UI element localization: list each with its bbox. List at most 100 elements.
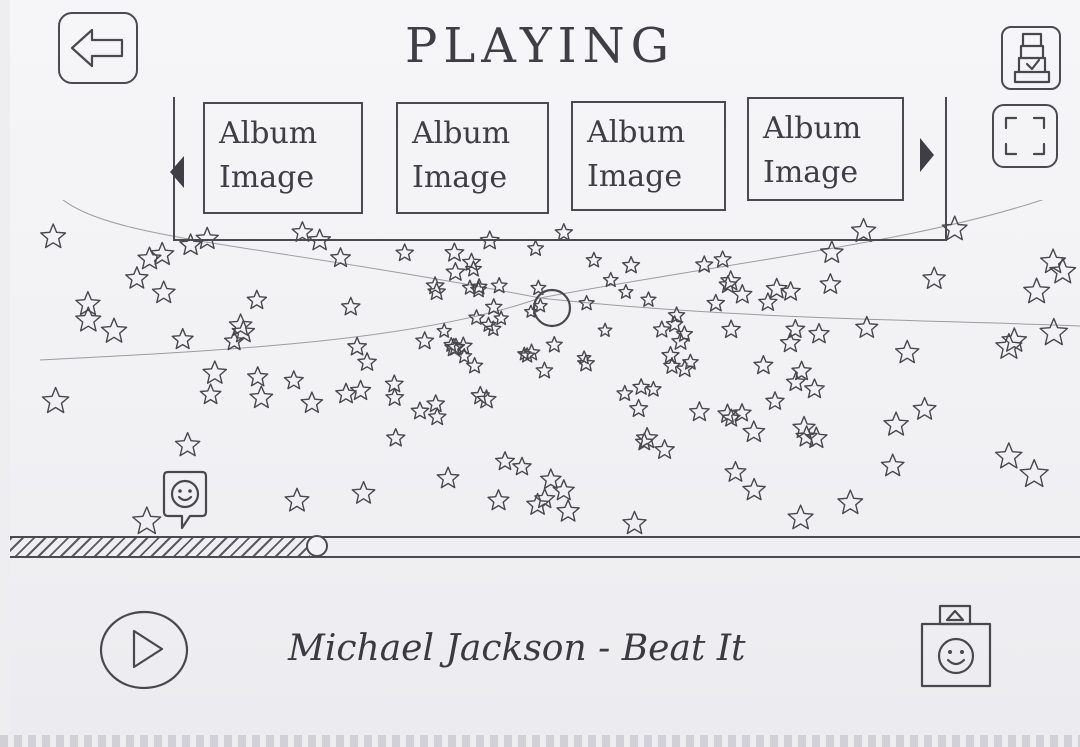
star-doodle — [468, 309, 485, 325]
star-doodle — [519, 347, 536, 363]
arrow-left-icon — [70, 28, 124, 68]
playlist-icon — [1013, 32, 1051, 84]
star-doodle — [524, 304, 538, 318]
album-card-4[interactable]: Album Image — [747, 97, 904, 201]
now-playing-title: Michael Jackson - Beat It — [288, 628, 746, 669]
album-card-2[interactable]: Album Image — [396, 102, 549, 214]
star-doodle — [395, 243, 415, 262]
star-doodle — [688, 401, 710, 422]
star-doodle — [720, 270, 742, 291]
progress-track[interactable] — [10, 535, 1080, 558]
star-doodle — [629, 398, 649, 418]
queue-button[interactable] — [1001, 26, 1061, 90]
mood-card[interactable] — [916, 600, 996, 690]
star-doodle — [415, 331, 435, 350]
star-doodle — [385, 387, 405, 407]
star-doodle — [485, 298, 503, 315]
star-doodle — [427, 407, 447, 426]
back-button[interactable] — [58, 12, 138, 84]
chevron-left-icon[interactable] — [166, 152, 188, 192]
star-doodle — [713, 250, 732, 268]
album-card-1[interactable]: Album Image — [203, 102, 363, 214]
star-doodle — [425, 276, 445, 295]
eject-icon — [938, 604, 972, 626]
star-doodle — [808, 322, 830, 344]
star-doodle — [445, 262, 466, 281]
star-doodle — [330, 247, 351, 268]
star-doodle — [132, 506, 162, 535]
star-doodle — [283, 370, 304, 390]
star-doodle — [386, 427, 406, 447]
sketch-paper — [10, 0, 1080, 735]
star-doodle — [634, 432, 654, 451]
play-button[interactable] — [98, 609, 190, 691]
star-doodle — [753, 354, 774, 375]
star-doodle — [602, 271, 619, 288]
star-doodle — [792, 415, 816, 439]
star-doodle — [765, 391, 785, 410]
star-doodle — [476, 389, 497, 409]
smiley-card-icon — [937, 637, 975, 675]
star-doodle — [616, 384, 634, 402]
star-doodle — [780, 281, 801, 301]
album-label-line1: Album — [219, 116, 318, 151]
star-doodle — [718, 275, 738, 294]
chevron-right-icon[interactable] — [916, 134, 938, 176]
star-doodle — [765, 277, 788, 299]
star-doodle — [535, 361, 554, 379]
album-label-line2: Image — [587, 159, 683, 194]
smiley-speech-bubble-icon[interactable] — [160, 466, 210, 536]
progress-knob[interactable] — [306, 535, 328, 557]
star-doodle — [465, 356, 484, 374]
star-doodle — [179, 233, 203, 256]
star-doodle — [717, 403, 738, 423]
star-doodle — [291, 221, 314, 242]
star-doodle — [300, 391, 324, 414]
star-doodle — [622, 256, 641, 274]
star-doodle — [357, 352, 377, 371]
star-doodle — [556, 499, 580, 522]
star-doodle — [534, 488, 556, 509]
star-doodle — [462, 252, 481, 271]
star-doodle — [805, 426, 828, 449]
star-doodle — [350, 379, 372, 401]
star-doodle — [470, 385, 490, 405]
progress-fill — [10, 538, 310, 556]
album-label-line1: Album — [763, 111, 862, 146]
star-doodle — [732, 403, 752, 422]
star-doodle — [485, 320, 502, 337]
star-doodle — [682, 353, 699, 370]
star-doodle — [675, 359, 694, 378]
star-doodle — [426, 394, 446, 413]
star-doodle — [742, 420, 766, 443]
play-icon — [132, 629, 164, 669]
star-doodle — [576, 350, 592, 365]
star-doodle — [597, 322, 613, 338]
page-title: PLAYING — [405, 18, 675, 74]
star-doodle — [202, 360, 228, 384]
star-doodle — [578, 294, 595, 311]
star-doodle — [410, 401, 430, 420]
star-doodle — [661, 345, 680, 364]
star-doodle — [444, 242, 465, 262]
album-card-3[interactable]: Album Image — [571, 101, 726, 211]
star-doodle — [461, 279, 478, 295]
star-doodle — [223, 330, 245, 351]
star-doodle — [804, 378, 825, 399]
fullscreen-button[interactable] — [992, 104, 1058, 168]
star-doodle — [554, 223, 574, 241]
star-doodle — [246, 289, 268, 310]
star-doodle — [645, 380, 662, 397]
star-doodle — [785, 318, 806, 339]
star-doodle — [436, 322, 452, 338]
star-doodle — [149, 241, 175, 266]
star-doodle — [995, 332, 1023, 359]
star-doodle — [470, 278, 488, 295]
star-doodle — [819, 273, 842, 294]
starfield-visualizer — [40, 200, 1080, 535]
star-doodle — [40, 223, 67, 249]
star-doodle — [576, 354, 596, 372]
star-doodle — [512, 456, 532, 476]
star-doodle — [732, 283, 753, 304]
star-doodle — [622, 510, 647, 535]
